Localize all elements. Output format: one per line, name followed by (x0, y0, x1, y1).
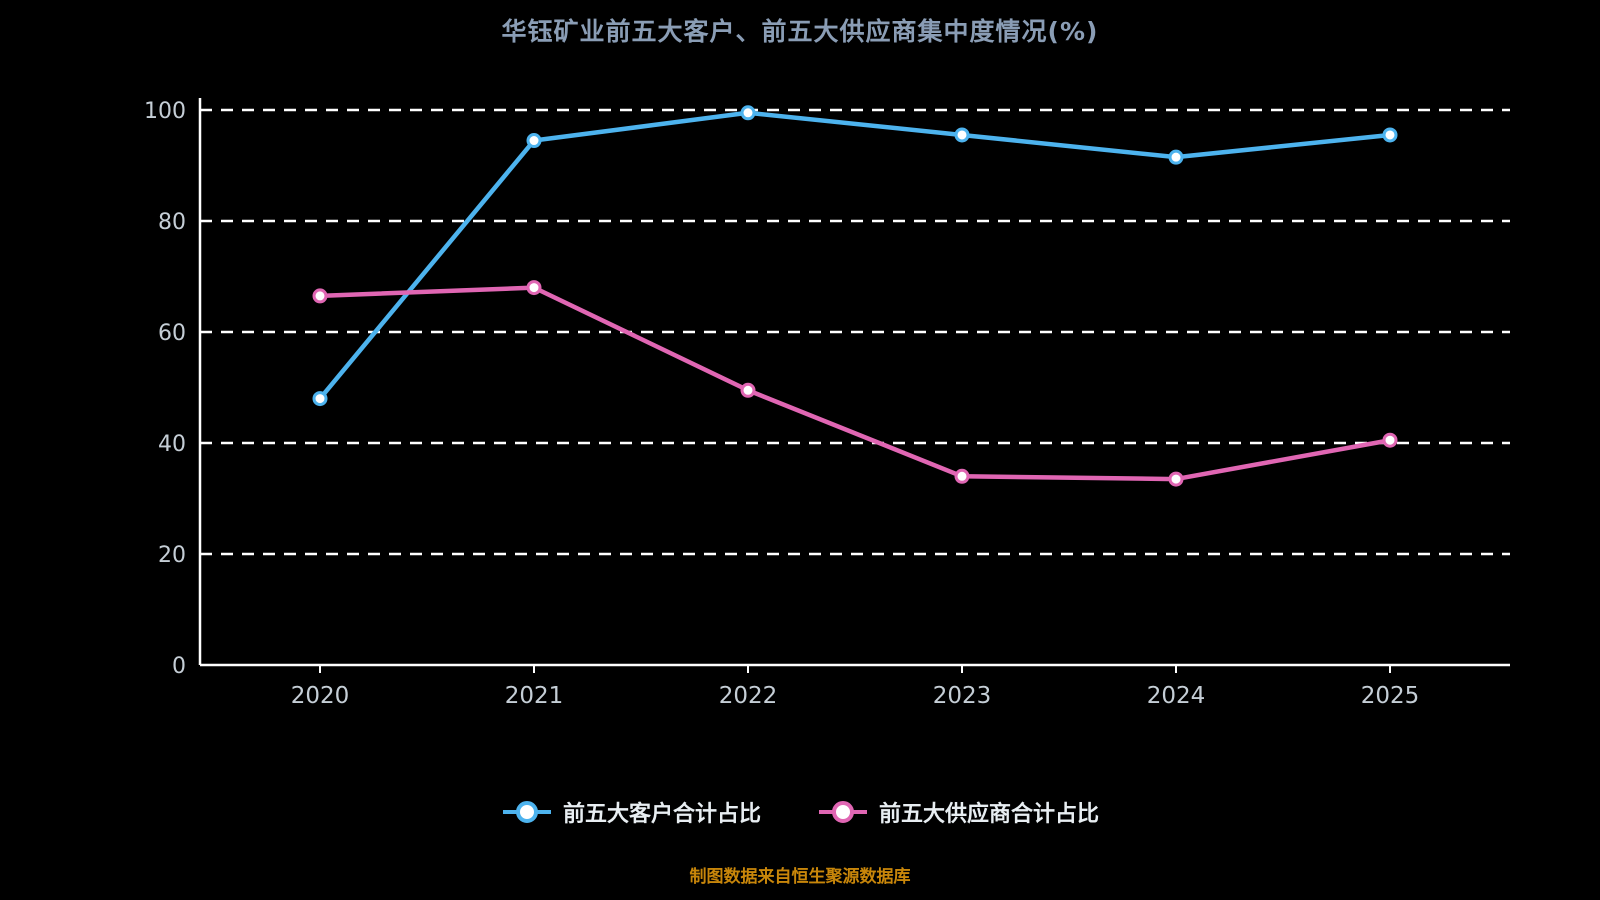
svg-text:2024: 2024 (1147, 683, 1206, 709)
svg-text:0: 0 (172, 654, 186, 679)
legend-item-customers[interactable]: 前五大客户合计占比 (501, 796, 761, 828)
svg-text:2023: 2023 (933, 683, 992, 709)
data-source-note: 制图数据来自恒生聚源数据库 (689, 867, 911, 887)
legend-item-suppliers[interactable]: 前五大供应商合计占比 (817, 796, 1099, 828)
legend-label-customers: 前五大客户合计占比 (562, 802, 761, 827)
svg-text:2022: 2022 (719, 683, 778, 709)
chart-title: 华钰矿业前五大客户、前五大供应商集中度情况(%) (501, 17, 1099, 46)
legend-marker-suppliers-icon (819, 801, 867, 823)
chart-legend: 前五大客户合计占比 前五大供应商合计占比 (0, 796, 1600, 828)
svg-text:20: 20 (158, 543, 186, 568)
svg-text:2025: 2025 (1361, 683, 1420, 709)
svg-text:60: 60 (158, 321, 186, 346)
line-chart-canvas: 0 20 40 60 80 100 2020 2021 2022 2023 2024 2025 (144, 98, 1510, 709)
legend-marker-customers-icon (502, 801, 551, 823)
svg-text:80: 80 (158, 210, 186, 235)
svg-text:2020: 2020 (291, 683, 350, 709)
legend-label-suppliers: 前五大供应商合计占比 (879, 802, 1100, 827)
svg-text:40: 40 (158, 432, 186, 457)
svg-text:100: 100 (144, 99, 186, 124)
svg-text:2021: 2021 (505, 683, 564, 709)
